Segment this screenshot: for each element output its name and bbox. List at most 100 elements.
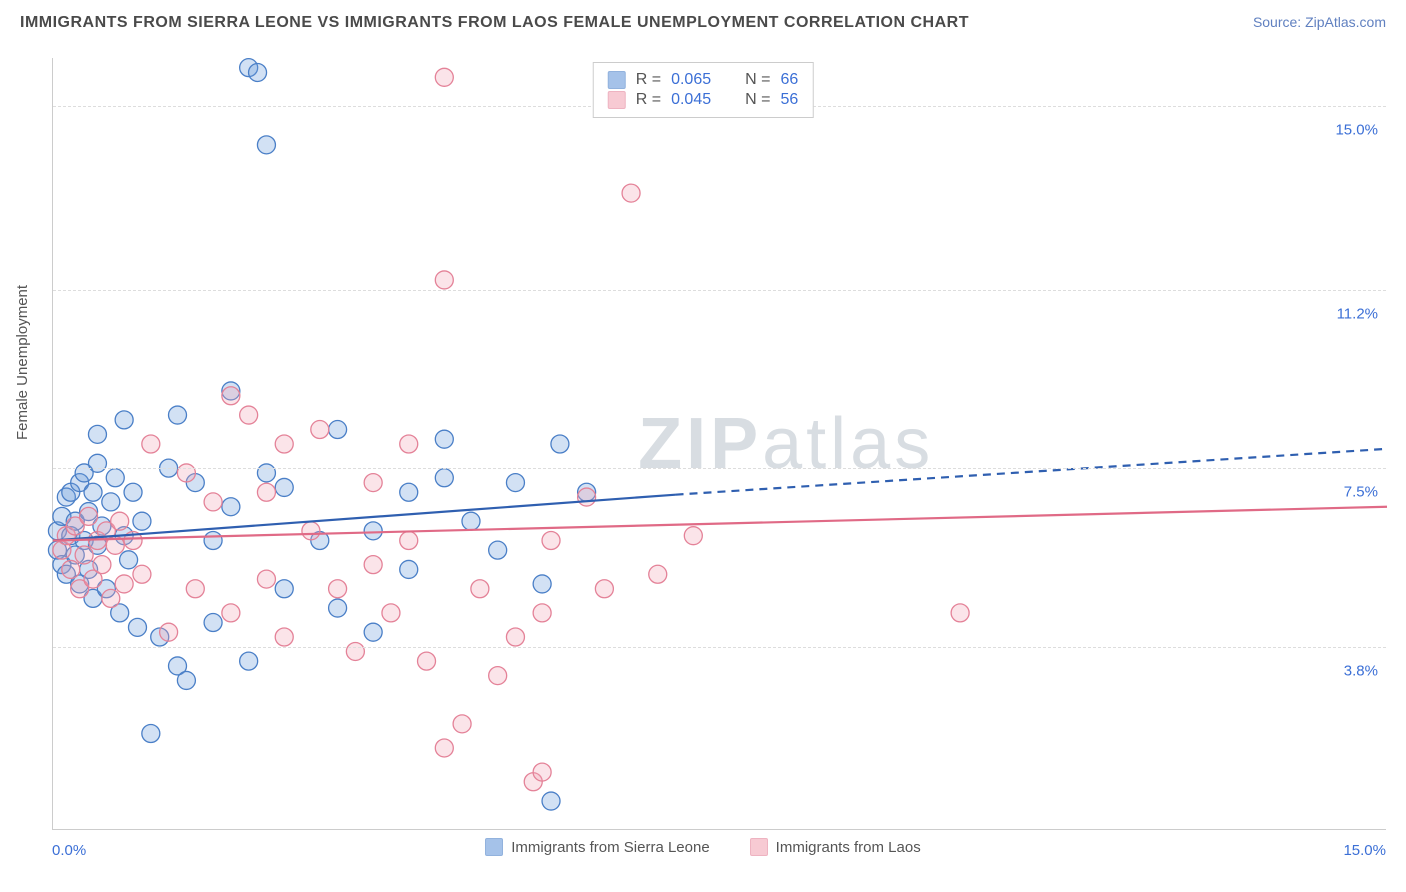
scatter-point <box>329 599 347 617</box>
scatter-point <box>542 792 560 810</box>
scatter-point <box>275 580 293 598</box>
n-label: N = <box>745 71 770 89</box>
scatter-point <box>489 541 507 559</box>
r-label: R = <box>636 91 661 109</box>
scatter-point <box>311 421 329 439</box>
scatter-point <box>111 512 129 530</box>
scatter-point <box>115 411 133 429</box>
grid-line <box>53 647 1386 648</box>
scatter-point <box>542 532 560 550</box>
scatter-point <box>257 483 275 501</box>
scatter-point <box>435 430 453 448</box>
correlation-legend: R = 0.065 N = 66 R = 0.045 N = 56 <box>593 62 814 118</box>
scatter-point <box>578 488 596 506</box>
scatter-point <box>257 136 275 154</box>
scatter-point <box>435 68 453 86</box>
scatter-point <box>240 406 258 424</box>
n-label: N = <box>745 91 770 109</box>
scatter-point <box>275 478 293 496</box>
scatter-point <box>302 522 320 540</box>
scatter-point <box>177 671 195 689</box>
y-axis-title: Female Unemployment <box>14 285 31 440</box>
scatter-point <box>400 435 418 453</box>
scatter-point <box>204 614 222 632</box>
scatter-point <box>84 483 102 501</box>
legend-swatch <box>608 91 626 109</box>
scatter-point <box>133 565 151 583</box>
scatter-point <box>435 469 453 487</box>
scatter-point <box>222 498 240 516</box>
y-tick-label: 7.5% <box>1344 484 1378 501</box>
scatter-point <box>435 271 453 289</box>
scatter-point <box>102 493 120 511</box>
scatter-point <box>102 589 120 607</box>
scatter-point <box>622 184 640 202</box>
scatter-point <box>684 527 702 545</box>
legend-stat-row: R = 0.065 N = 66 <box>608 71 799 89</box>
scatter-point <box>364 522 382 540</box>
trend-line <box>53 507 1387 541</box>
scatter-point <box>257 464 275 482</box>
scatter-point <box>222 604 240 622</box>
scatter-point <box>400 560 418 578</box>
scatter-point <box>169 406 187 424</box>
scatter-point <box>533 575 551 593</box>
scatter-point <box>364 623 382 641</box>
scatter-point <box>204 493 222 511</box>
legend-label: Immigrants from Sierra Leone <box>511 839 709 856</box>
scatter-point <box>204 532 222 550</box>
scatter-point <box>506 628 524 646</box>
scatter-point <box>533 604 551 622</box>
scatter-point <box>222 387 240 405</box>
scatter-point <box>142 725 160 743</box>
scatter-point <box>128 618 146 636</box>
scatter-point <box>462 512 480 530</box>
y-tick-label: 15.0% <box>1335 122 1378 139</box>
scatter-point <box>142 435 160 453</box>
scatter-point <box>160 623 178 641</box>
scatter-point <box>106 469 124 487</box>
header: IMMIGRANTS FROM SIERRA LEONE VS IMMIGRAN… <box>0 0 1406 38</box>
r-value: 0.065 <box>671 71 711 89</box>
y-tick-label: 11.2% <box>1337 305 1378 322</box>
scatter-point <box>649 565 667 583</box>
source-prefix: Source: <box>1253 14 1305 30</box>
scatter-point <box>115 575 133 593</box>
legend-label: Immigrants from Laos <box>776 839 921 856</box>
scatter-point <box>435 739 453 757</box>
chart-plot-area: ZIPatlas 3.8%7.5%11.2%15.0% <box>52 58 1386 830</box>
scatter-point <box>75 546 93 564</box>
grid-line <box>53 290 1386 291</box>
scatter-point <box>551 435 569 453</box>
r-label: R = <box>636 71 661 89</box>
scatter-point <box>133 512 151 530</box>
scatter-point <box>533 763 551 781</box>
n-value: 66 <box>780 71 798 89</box>
scatter-point <box>400 532 418 550</box>
scatter-point <box>471 580 489 598</box>
legend-item: Immigrants from Sierra Leone <box>485 838 709 856</box>
scatter-point <box>364 474 382 492</box>
r-value: 0.045 <box>671 91 711 109</box>
scatter-point <box>346 642 364 660</box>
scatter-point <box>595 580 613 598</box>
scatter-point <box>453 715 471 733</box>
n-value: 56 <box>780 91 798 109</box>
series-legend: Immigrants from Sierra Leone Immigrants f… <box>0 838 1406 856</box>
scatter-point <box>506 474 524 492</box>
source-label: Source: ZipAtlas.com <box>1253 14 1386 30</box>
scatter-point <box>489 667 507 685</box>
scatter-point <box>186 580 204 598</box>
y-tick-label: 3.8% <box>1344 662 1378 679</box>
scatter-point <box>329 421 347 439</box>
legend-swatch <box>750 838 768 856</box>
scatter-point <box>240 652 258 670</box>
legend-stat-row: R = 0.045 N = 56 <box>608 91 799 109</box>
scatter-point <box>329 580 347 598</box>
chart-title: IMMIGRANTS FROM SIERRA LEONE VS IMMIGRAN… <box>20 14 969 32</box>
scatter-point <box>257 570 275 588</box>
scatter-point <box>62 560 80 578</box>
scatter-point <box>88 425 106 443</box>
scatter-point <box>400 483 418 501</box>
scatter-point <box>177 464 195 482</box>
